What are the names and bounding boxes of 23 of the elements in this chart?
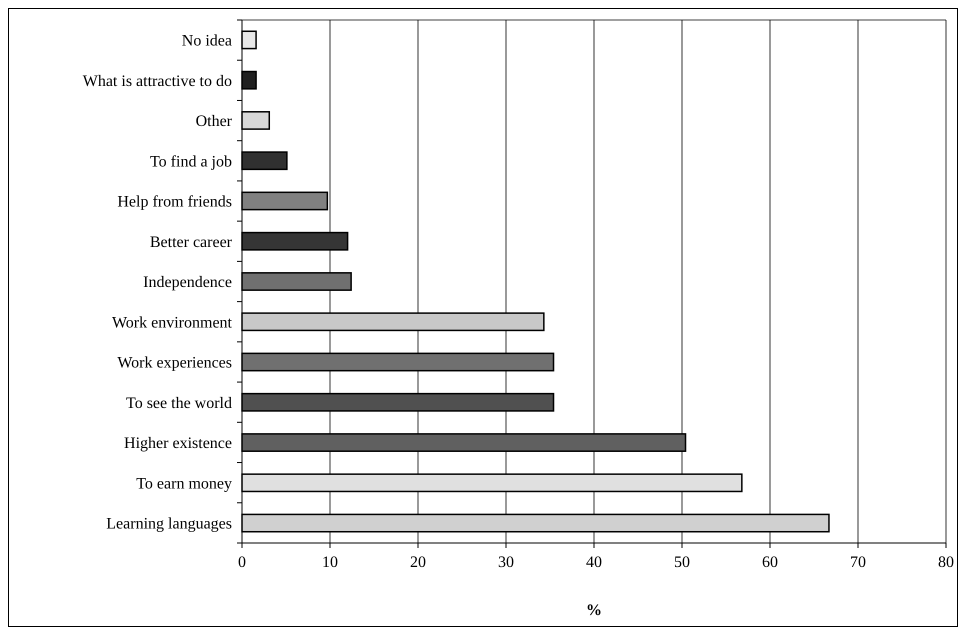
y-tick-label: Other bbox=[196, 113, 233, 130]
x-tick-label: 70 bbox=[850, 554, 866, 571]
y-tick-label: What is attractive to do bbox=[82, 72, 232, 90]
y-tick-label: Higher existence bbox=[124, 435, 232, 452]
x-axis-title: % bbox=[586, 602, 602, 619]
y-tick-label: To see the world bbox=[126, 394, 232, 412]
y-tick-label: Help from friends bbox=[117, 194, 232, 211]
y-tick-label: To find a job bbox=[150, 153, 232, 170]
x-tick-label: 50 bbox=[674, 554, 690, 571]
x-tick-label: 30 bbox=[498, 554, 514, 571]
x-tick-label: 0 bbox=[238, 554, 246, 571]
y-tick-label: Work environment bbox=[112, 314, 233, 332]
y-tick-label: To earn money bbox=[136, 475, 232, 492]
y-tick-label: Better career bbox=[150, 234, 233, 251]
x-tick-label: 60 bbox=[762, 554, 778, 571]
x-tick-label: 40 bbox=[586, 554, 602, 571]
x-tick-label: 10 bbox=[322, 554, 338, 571]
x-tick-label: 80 bbox=[938, 554, 954, 571]
x-tick-label: 20 bbox=[410, 554, 426, 571]
y-tick-label: Independence bbox=[143, 274, 232, 292]
y-tick-label: Work experiences bbox=[117, 354, 232, 372]
y-tick-label: No idea bbox=[182, 32, 232, 50]
y-tick-label: Learning languages bbox=[106, 516, 232, 533]
